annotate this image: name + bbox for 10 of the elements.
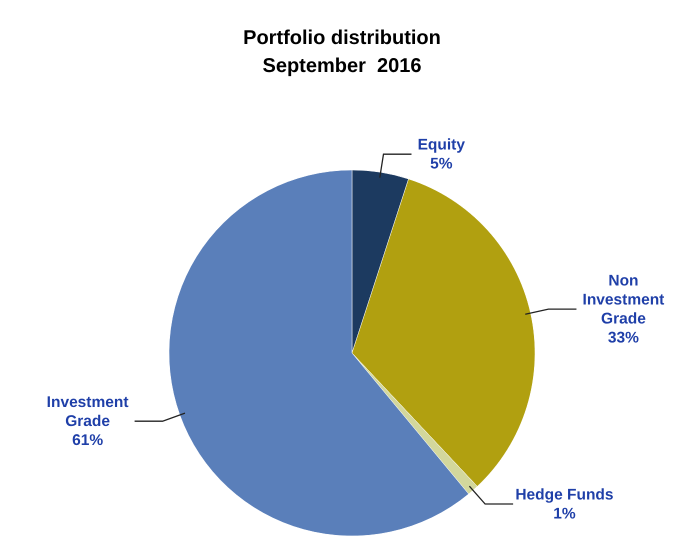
slice-label: Equity	[418, 136, 466, 154]
data-label: 1%	[553, 505, 576, 522]
chart-title: Portfolio distribution	[243, 27, 441, 49]
slice-label: Hedge Funds	[515, 486, 614, 504]
data-label: 5%	[430, 156, 453, 173]
chart-subtitle: September 2016	[262, 55, 422, 77]
data-label: 33%	[608, 330, 640, 347]
data-label: 61%	[72, 432, 104, 450]
slice-label: Investment Grade	[46, 394, 129, 430]
slice-label: Non Investment Grade	[582, 272, 664, 328]
